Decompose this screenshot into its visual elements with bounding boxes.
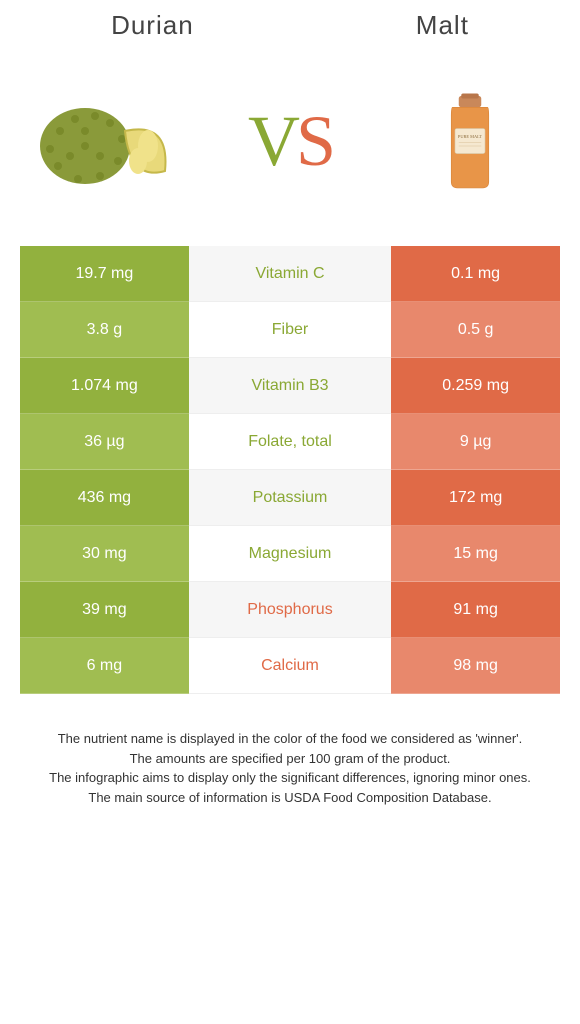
nutrient-label: Calcium bbox=[189, 638, 392, 694]
nutrient-label: Potassium bbox=[189, 470, 392, 526]
left-value: 30 mg bbox=[20, 526, 189, 582]
right-value: 9 µg bbox=[391, 414, 560, 470]
right-value: 91 mg bbox=[391, 582, 560, 638]
svg-text:PURE MALT: PURE MALT bbox=[458, 134, 483, 139]
table-row: 6 mgCalcium98 mg bbox=[20, 638, 560, 694]
left-value: 1.074 mg bbox=[20, 358, 189, 414]
table-row: 19.7 mgVitamin C0.1 mg bbox=[20, 246, 560, 302]
nutrient-label: Folate, total bbox=[189, 414, 392, 470]
nutrient-label: Phosphorus bbox=[189, 582, 392, 638]
table-row: 39 mgPhosphorus91 mg bbox=[20, 582, 560, 638]
nutrient-label: Magnesium bbox=[189, 526, 392, 582]
footer-line: The main source of information is USDA F… bbox=[30, 788, 550, 808]
right-value: 0.1 mg bbox=[391, 246, 560, 302]
table-row: 3.8 gFiber0.5 g bbox=[20, 302, 560, 358]
nutrient-label: Vitamin B3 bbox=[189, 358, 392, 414]
malt-image: PURE MALT bbox=[390, 61, 550, 221]
durian-image bbox=[30, 61, 190, 221]
vs-s: S bbox=[296, 101, 332, 181]
right-value: 172 mg bbox=[391, 470, 560, 526]
vs-label: VS bbox=[248, 100, 332, 183]
title-left: Durian bbox=[111, 10, 194, 41]
right-value: 0.5 g bbox=[391, 302, 560, 358]
header: Durian Malt bbox=[0, 0, 580, 61]
nutrient-table: 19.7 mgVitamin C0.1 mg3.8 gFiber0.5 g1.0… bbox=[20, 246, 560, 694]
table-row: 36 µgFolate, total9 µg bbox=[20, 414, 560, 470]
right-value: 98 mg bbox=[391, 638, 560, 694]
nutrient-label: Vitamin C bbox=[189, 246, 392, 302]
left-value: 6 mg bbox=[20, 638, 189, 694]
nutrient-label: Fiber bbox=[189, 302, 392, 358]
vs-v: V bbox=[248, 101, 296, 181]
table-row: 30 mgMagnesium15 mg bbox=[20, 526, 560, 582]
left-value: 36 µg bbox=[20, 414, 189, 470]
table-row: 1.074 mgVitamin B30.259 mg bbox=[20, 358, 560, 414]
footer-notes: The nutrient name is displayed in the co… bbox=[30, 729, 550, 807]
vs-row: VS PURE MALT bbox=[0, 61, 580, 246]
footer-line: The nutrient name is displayed in the co… bbox=[30, 729, 550, 749]
right-value: 15 mg bbox=[391, 526, 560, 582]
table-row: 436 mgPotassium172 mg bbox=[20, 470, 560, 526]
left-value: 3.8 g bbox=[20, 302, 189, 358]
right-value: 0.259 mg bbox=[391, 358, 560, 414]
footer-line: The infographic aims to display only the… bbox=[30, 768, 550, 788]
left-value: 436 mg bbox=[20, 470, 189, 526]
left-value: 19.7 mg bbox=[20, 246, 189, 302]
left-value: 39 mg bbox=[20, 582, 189, 638]
title-right: Malt bbox=[416, 10, 469, 41]
footer-line: The amounts are specified per 100 gram o… bbox=[30, 749, 550, 769]
